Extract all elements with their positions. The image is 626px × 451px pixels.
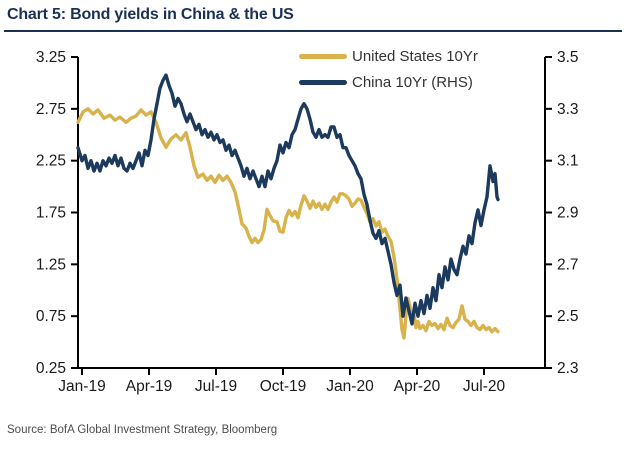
right-axis-tick-label: 2.3 xyxy=(557,360,579,377)
us-10yr-series-line xyxy=(76,107,500,340)
left-axis-tick-label: 1.75 xyxy=(36,205,66,222)
x-axis-tick-label: Apr-19 xyxy=(126,378,173,395)
x-axis-tick-label: Jan-20 xyxy=(326,378,374,395)
legend-label-china-10yr: China 10Yr (RHS) xyxy=(352,73,473,91)
china-10yr-series-line xyxy=(76,73,500,326)
left-axis-tick-label: 1.25 xyxy=(36,256,66,273)
chart-legend: United States 10Yr China 10Yr (RHS) xyxy=(299,43,478,95)
legend-item-china-10yr: China 10Yr (RHS) xyxy=(299,69,478,95)
china-10yr-line-swatch xyxy=(299,79,347,85)
chart-title: Chart 5: Bond yields in China & the US xyxy=(7,6,294,23)
left-axis-tick-label: 0.25 xyxy=(36,360,66,377)
right-axis-tick-label: 3.5 xyxy=(557,49,579,66)
left-axis-tick-label: 0.75 xyxy=(36,308,66,325)
legend-item-us-10yr: United States 10Yr xyxy=(299,43,478,69)
left-axis-tick-label: 2.25 xyxy=(36,153,66,170)
right-axis-tick-label: 2.7 xyxy=(557,256,579,273)
right-axis-tick-label: 2.9 xyxy=(557,205,579,222)
x-axis-tick-label: Jul-19 xyxy=(195,378,237,395)
x-axis-tick-label: Oct-19 xyxy=(260,378,307,395)
right-axis-tick-label: 3.3 xyxy=(557,101,579,118)
x-axis-tick-label: Jan-19 xyxy=(58,378,105,395)
right-axis-tick-label: 2.5 xyxy=(557,308,579,325)
left-axis-tick-label: 3.25 xyxy=(36,49,66,66)
chart-canvas: 3.25 2.75 2.25 1.75 1.25 0.75 0.25 3.5 3.3 3.1 2.9… xyxy=(36,49,579,395)
x-axis-tick-label: Apr-20 xyxy=(394,378,441,395)
title-underline-rule xyxy=(4,30,622,32)
us-10yr-line-swatch xyxy=(299,53,347,59)
legend-label-us-10yr: United States 10Yr xyxy=(352,47,478,65)
right-axis-tick-label: 3.1 xyxy=(557,153,579,170)
left-axis-tick-label: 2.75 xyxy=(36,101,66,118)
x-axis-tick-label: Jul-20 xyxy=(463,378,506,395)
source-attribution: Source: BofA Global Investment Strategy,… xyxy=(7,424,278,436)
